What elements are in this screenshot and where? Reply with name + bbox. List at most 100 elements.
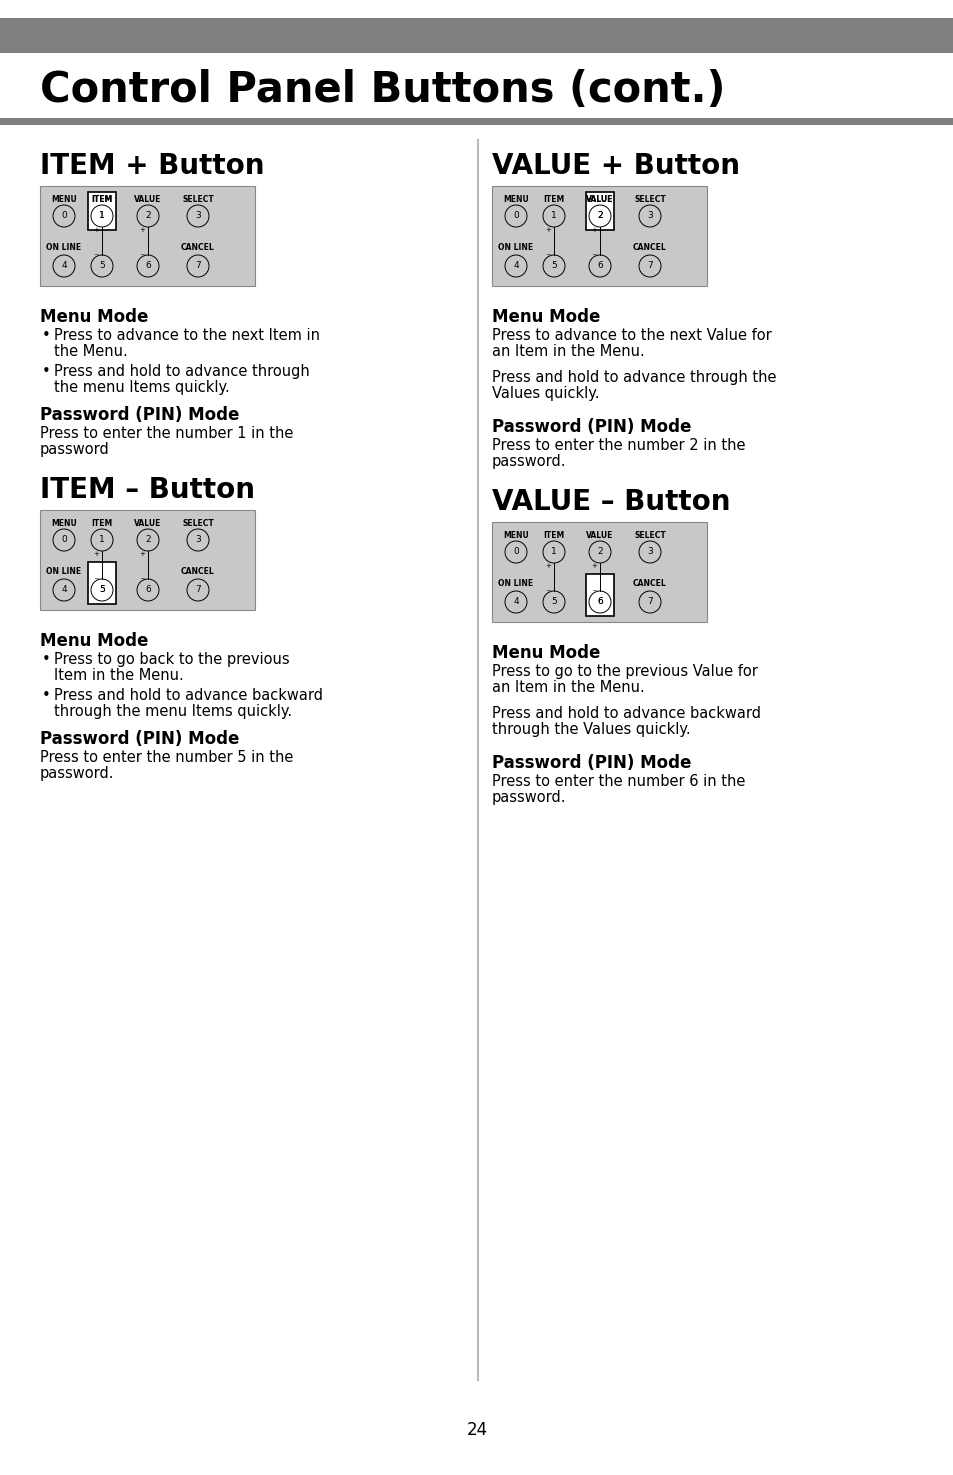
Bar — [585, 574, 614, 617]
Text: 3: 3 — [646, 211, 652, 220]
Text: Press to go to the previous Value for: Press to go to the previous Value for — [492, 664, 757, 678]
Text: Press and hold to advance backward: Press and hold to advance backward — [492, 707, 760, 721]
Text: Press to enter the number 5 in the: Press to enter the number 5 in the — [40, 749, 294, 766]
Text: 7: 7 — [195, 261, 201, 270]
Text: 2: 2 — [597, 211, 602, 220]
Text: password.: password. — [492, 454, 566, 469]
Text: 0: 0 — [513, 211, 518, 220]
Text: 5: 5 — [551, 261, 557, 270]
Text: _: _ — [140, 249, 144, 255]
Text: Press and hold to advance backward: Press and hold to advance backward — [54, 687, 323, 704]
Text: 7: 7 — [646, 597, 652, 606]
Text: ITEM: ITEM — [543, 196, 564, 205]
Text: 1: 1 — [99, 211, 105, 220]
Text: +: + — [139, 552, 145, 558]
Text: _: _ — [592, 586, 595, 591]
Text: Press to enter the number 1 in the: Press to enter the number 1 in the — [40, 426, 294, 441]
Text: MENU: MENU — [502, 531, 528, 540]
Text: Press to advance to the next Value for: Press to advance to the next Value for — [492, 327, 771, 344]
Text: ITEM + Button: ITEM + Button — [40, 152, 264, 180]
Text: 4: 4 — [61, 586, 67, 594]
Text: 4: 4 — [513, 597, 518, 606]
Text: 0: 0 — [513, 547, 518, 556]
Text: CANCEL: CANCEL — [633, 580, 666, 589]
Bar — [492, 522, 706, 622]
Text: 1: 1 — [551, 547, 557, 556]
Bar — [585, 192, 614, 230]
Text: Press and hold to advance through: Press and hold to advance through — [54, 364, 310, 379]
Text: Password (PIN) Mode: Password (PIN) Mode — [492, 417, 691, 437]
Text: 5: 5 — [99, 261, 105, 270]
Text: _: _ — [140, 572, 144, 580]
Text: _: _ — [546, 249, 549, 255]
Text: password: password — [40, 442, 110, 457]
Text: •: • — [42, 364, 51, 379]
Bar — [40, 510, 254, 611]
Text: 7: 7 — [195, 586, 201, 594]
Text: Press to go back to the previous: Press to go back to the previous — [54, 652, 290, 667]
Text: 2: 2 — [145, 211, 151, 220]
Text: Press to enter the number 6 in the: Press to enter the number 6 in the — [492, 774, 744, 789]
Text: ITEM – Button: ITEM – Button — [40, 476, 254, 504]
Bar — [40, 186, 254, 286]
Text: +: + — [591, 563, 597, 569]
Text: 5: 5 — [551, 597, 557, 606]
Text: CANCEL: CANCEL — [181, 568, 214, 577]
Text: Item in the Menu.: Item in the Menu. — [54, 668, 184, 683]
Text: Press to advance to the next Item in: Press to advance to the next Item in — [54, 327, 319, 344]
Text: MENU: MENU — [51, 519, 77, 528]
Text: CANCEL: CANCEL — [181, 243, 214, 252]
Text: 6: 6 — [145, 586, 151, 594]
Text: Password (PIN) Mode: Password (PIN) Mode — [492, 754, 691, 771]
Text: 7: 7 — [646, 261, 652, 270]
Text: VALUE: VALUE — [134, 196, 161, 205]
Text: ITEM: ITEM — [91, 196, 112, 205]
Text: 3: 3 — [195, 211, 201, 220]
Text: SELECT: SELECT — [634, 531, 665, 540]
Text: 1: 1 — [99, 535, 105, 544]
Text: 6: 6 — [145, 261, 151, 270]
Text: 2: 2 — [597, 547, 602, 556]
Text: _: _ — [94, 249, 97, 255]
Text: VALUE – Button: VALUE – Button — [492, 488, 730, 516]
Text: 3: 3 — [195, 535, 201, 544]
Text: ITEM: ITEM — [91, 519, 112, 528]
Text: the menu Items quickly.: the menu Items quickly. — [54, 381, 230, 395]
Text: Password (PIN) Mode: Password (PIN) Mode — [40, 406, 239, 423]
Text: ITEM: ITEM — [543, 531, 564, 540]
Bar — [88, 192, 116, 230]
Text: 6: 6 — [597, 597, 602, 606]
Text: 4: 4 — [61, 261, 67, 270]
Text: 2: 2 — [597, 211, 602, 220]
Text: 4: 4 — [513, 261, 518, 270]
Text: _: _ — [592, 249, 595, 255]
Text: 1: 1 — [551, 211, 557, 220]
Text: SELECT: SELECT — [182, 519, 213, 528]
Text: Menu Mode: Menu Mode — [40, 631, 149, 650]
Text: 5: 5 — [99, 586, 105, 594]
Text: MENU: MENU — [51, 196, 77, 205]
Text: ITEM: ITEM — [91, 196, 112, 205]
Bar — [0, 118, 953, 125]
Text: Control Panel Buttons (cont.): Control Panel Buttons (cont.) — [40, 69, 724, 111]
Text: VALUE: VALUE — [134, 519, 161, 528]
Bar — [88, 562, 116, 603]
Text: +: + — [544, 227, 551, 233]
Text: VALUE + Button: VALUE + Button — [492, 152, 740, 180]
Text: 0: 0 — [61, 535, 67, 544]
Text: +: + — [544, 563, 551, 569]
Text: Values quickly.: Values quickly. — [492, 386, 598, 401]
Text: MENU: MENU — [502, 196, 528, 205]
Text: through the Values quickly.: through the Values quickly. — [492, 721, 690, 738]
Text: Press to enter the number 2 in the: Press to enter the number 2 in the — [492, 438, 744, 453]
Text: CANCEL: CANCEL — [633, 243, 666, 252]
Text: ON LINE: ON LINE — [47, 243, 81, 252]
Text: VALUE: VALUE — [586, 531, 613, 540]
Text: SELECT: SELECT — [182, 196, 213, 205]
Text: Menu Mode: Menu Mode — [40, 308, 149, 326]
Text: Menu Mode: Menu Mode — [492, 645, 599, 662]
Text: 3: 3 — [646, 547, 652, 556]
Text: •: • — [42, 327, 51, 344]
Text: 6: 6 — [597, 261, 602, 270]
Text: +: + — [591, 227, 597, 233]
